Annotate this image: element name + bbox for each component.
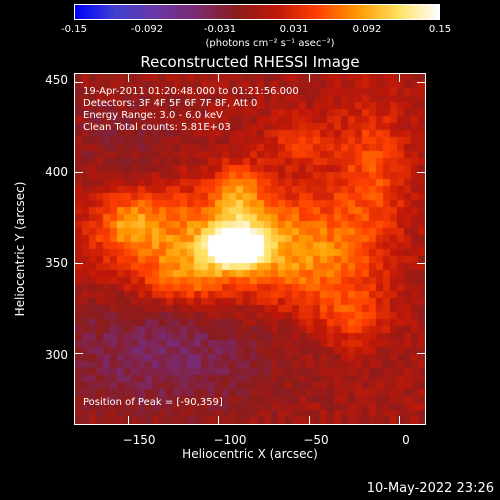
x-axis-label: Heliocentric X (arcsec): [182, 447, 318, 461]
chart-title: Reconstructed RHESSI Image: [140, 53, 360, 71]
x-tick-mark: [218, 74, 220, 82]
y-tick-label: 300: [45, 348, 68, 362]
x-tick-mark: [398, 416, 400, 424]
y-tick-mark: [417, 172, 425, 174]
y-tick-label: 400: [45, 165, 68, 179]
observation-time: 19-Apr-2011 01:20:48.000 to 01:21:56.000: [83, 86, 299, 97]
x-tick-mark: [128, 416, 130, 424]
y-tick-mark: [417, 262, 425, 264]
peak-position: Position of Peak = [-90,359]: [83, 397, 223, 408]
x-tick-mark: [218, 416, 220, 424]
x-tick-label: −100: [213, 433, 247, 447]
colorbar: [74, 4, 440, 20]
y-tick-mark: [417, 82, 425, 84]
colorbar-tick-label: 0.031: [279, 24, 309, 35]
clean-total-counts: Clean Total counts: 5.81E+03: [83, 122, 231, 133]
y-tick-label: 450: [45, 73, 68, 87]
x-tick-label: −150: [122, 433, 156, 447]
y-tick-mark: [417, 352, 425, 354]
y-tick-mark: [75, 352, 83, 354]
energy-range: Energy Range: 3.0 - 6.0 keV: [83, 110, 223, 121]
colorbar-tick-label: -0.031: [203, 24, 237, 35]
detectors-info: Detectors: 3F 4F 5F 6F 7F 8F, Att 0: [83, 98, 258, 109]
colorbar-tick-label: -0.15: [61, 24, 87, 35]
y-tick-mark: [75, 82, 83, 84]
colorbar-tick-label: -0.092: [130, 24, 164, 35]
heatmap-image: [75, 74, 425, 424]
y-tick-label: 350: [45, 256, 68, 270]
x-tick-mark: [398, 74, 400, 82]
x-tick-label: 0: [402, 433, 410, 447]
y-tick-mark: [75, 262, 83, 264]
plot-area: 19-Apr-2011 01:20:48.000 to 01:21:56.000…: [74, 73, 426, 425]
colorbar-tick-label: 0.15: [428, 24, 452, 35]
x-tick-mark: [128, 74, 130, 82]
colorbar-tick-label: 0.092: [352, 24, 382, 35]
x-tick-label: −50: [303, 433, 329, 447]
colorbar-unit-label: (photons cm⁻² s⁻¹ asec⁻²): [205, 38, 335, 49]
y-axis-label: Heliocentric Y (arcsec): [13, 181, 27, 317]
x-tick-mark: [308, 74, 310, 82]
y-tick-mark: [75, 172, 83, 174]
render-timestamp: 10-May-2022 23:26: [366, 481, 494, 496]
x-tick-mark: [308, 416, 310, 424]
